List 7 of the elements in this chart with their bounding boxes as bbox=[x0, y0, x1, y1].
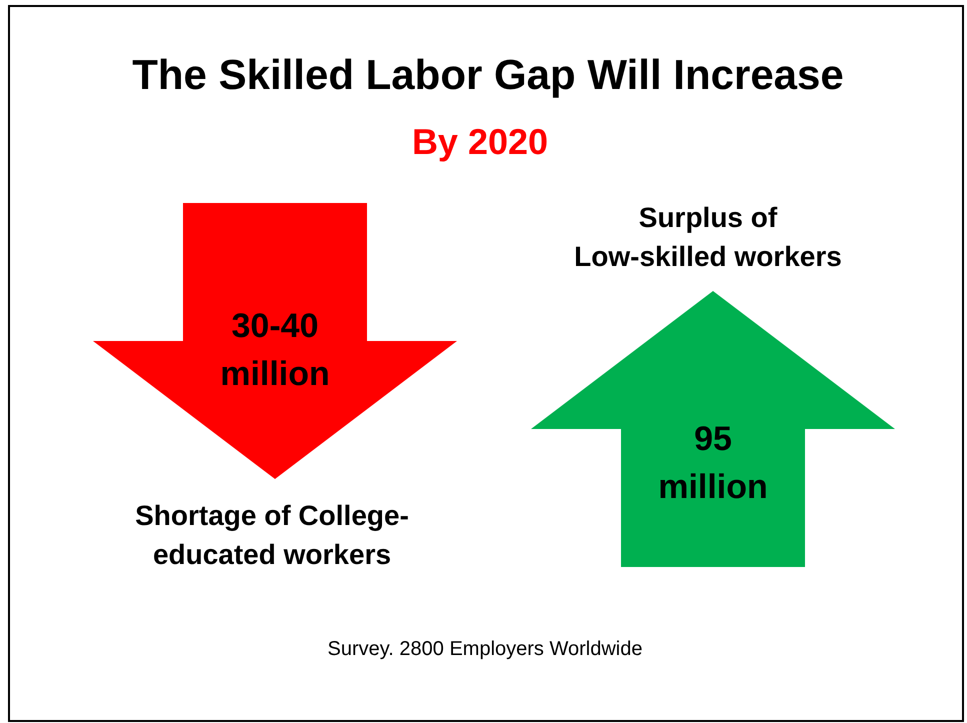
text: Survey. 2800 Employers Worldwide bbox=[326, 637, 644, 662]
data-label: 95 million bbox=[657, 419, 769, 508]
category-label: Shortage of College-educated workers bbox=[134, 499, 410, 572]
category-label: Surplus of Low-skilled workers bbox=[574, 202, 842, 272]
text: By 2020 bbox=[410, 120, 550, 164]
text: The Skilled Labor Gap Will Increase bbox=[131, 50, 845, 100]
data-label: 30-40 million bbox=[219, 306, 331, 395]
